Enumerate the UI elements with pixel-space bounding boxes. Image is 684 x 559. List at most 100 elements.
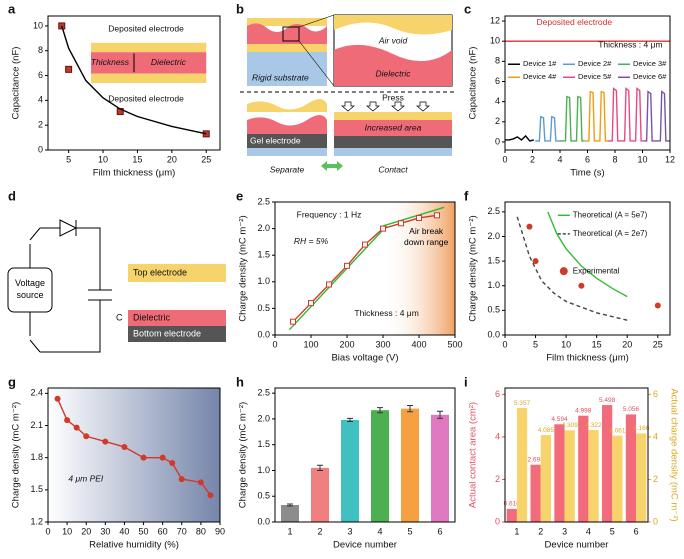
layer [128,310,226,326]
marker [65,65,73,73]
marker [159,454,166,461]
panel-label: f [464,188,469,203]
layer [334,112,452,120]
line [560,95,585,142]
inset-layer [91,52,207,74]
label: C [116,312,123,322]
bar [612,435,623,522]
x-tick-label: 10 [98,154,108,164]
data-label: 5.357 [514,400,531,407]
bar [554,424,565,522]
error-bar [437,410,443,419]
x-axis-title: Device number [545,540,609,551]
bar [341,419,359,522]
y-tick-label: 8 [495,56,500,66]
legend-label: Experimental [573,266,620,275]
x-tick-label: 50 [139,526,149,536]
y2-axis-title: Actual charge density (mC m⁻²) [668,388,679,521]
y-tick-label: 1.2 [30,516,43,526]
breakdown-region [383,202,455,335]
error-bar [407,405,413,413]
x-tick-label: 60 [158,526,168,536]
annotation: Thickness : 4 μm [354,308,418,318]
data-label: 4.061 [609,427,626,434]
y-tick-label: 10 [33,20,43,30]
y-tick-label: 2.0 [487,231,500,241]
connector [298,14,335,28]
y-tick-label: 2 [495,474,500,484]
error-bar [347,417,353,422]
x-tick-label: 400 [411,339,426,349]
data-label: 2.693 [527,456,544,463]
x-tick-label: 15 [132,154,142,164]
label: Dielectric [133,312,171,322]
data-label: 4.322 [585,422,602,429]
marker [344,262,350,269]
y-tick-label: 6 [495,76,500,86]
y-axis-title: Capacitance (nF) [468,47,479,120]
data-label: 4.309 [562,422,579,429]
x-tick-label: 200 [339,339,354,349]
x-tick-label: 90 [215,526,225,536]
marker [54,395,61,402]
marker [83,433,90,440]
bar [401,408,419,522]
label: Separate [270,164,305,174]
connector [298,40,335,87]
data-label: 4.085 [538,427,555,434]
annotation: Dielectric [151,57,187,67]
marker [290,318,296,325]
y-tick-label: 1.8 [30,452,43,462]
layer [334,136,452,148]
marker [434,212,440,219]
x-tick-label: 5 [407,526,412,536]
plot-frame [504,15,671,151]
x-tick-label: 3 [347,526,352,536]
x-axis-title: Relative humidity (%) [89,540,179,551]
y-tick-label: 0.5 [257,303,270,313]
y-tick-label: 2 [495,116,500,126]
diode [59,219,78,237]
y-tick-label: 0 [495,136,500,146]
marker [64,417,71,424]
y-tick-label: 2.5 [257,388,270,398]
x-tick-label: 20 [622,339,632,349]
marker [398,220,404,227]
annotation: 4 μm PEI [68,473,104,483]
y-tick-label: 1.5 [487,255,500,265]
x-axis-title: Time (s) [570,168,604,179]
wire [40,227,101,353]
marker [102,438,109,445]
bar [636,433,647,522]
press-arrows [341,101,430,112]
x-tick-label: 80 [196,526,206,536]
legend-swatch [559,267,568,276]
label: Rigid substrate [252,72,309,82]
x-tick-label: 2 [530,154,535,164]
line [547,211,628,298]
line [608,87,644,142]
y-tick-label: 0.0 [257,516,270,526]
bar [578,415,589,522]
x-tick-label: 10 [561,339,571,349]
y-axis-title: Capacitance (nF) [11,47,22,120]
annotation: Deposited electrode [108,24,184,34]
layer [334,44,452,86]
label: Voltage source [14,278,46,300]
annotation: Deposited electrode [108,93,184,103]
plot-frame [274,387,456,523]
data-label: 0.616 [504,501,521,508]
x-axis-title: Film thickness (μm) [546,353,629,364]
x-tick-label: 6 [437,526,442,536]
arrow [321,161,343,171]
x-tick-label: 4 [586,526,591,536]
x-tick-label: 100 [303,339,318,349]
label: Gel electrode [250,135,301,145]
marker [416,214,422,221]
data-label: 4.594 [551,416,568,423]
layer [334,148,452,156]
x-tick-label: 2 [538,526,543,536]
x-tick-label: 3 [562,526,567,536]
x-tick-label: 6 [585,154,590,164]
